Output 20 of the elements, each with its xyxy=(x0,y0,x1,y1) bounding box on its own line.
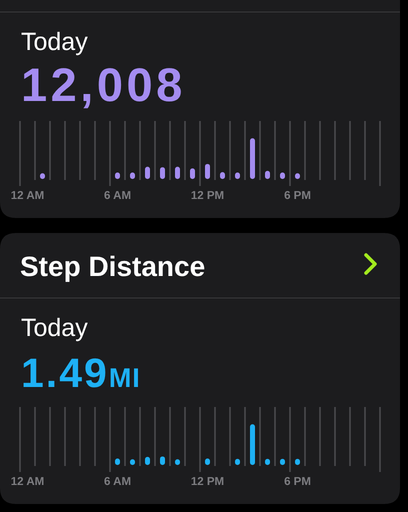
bar xyxy=(205,164,210,179)
text: 1.49MI xyxy=(21,350,141,396)
x-tick-label: 6 AM xyxy=(104,190,132,202)
bar xyxy=(190,168,195,179)
x-tick-label: 12 PM xyxy=(190,476,224,488)
chart-title: Step Distance xyxy=(20,251,206,282)
chart-subtitle: Today xyxy=(21,28,88,56)
x-tick-label: 12 PM xyxy=(190,190,224,202)
x-tick-label: 12 AM xyxy=(10,476,44,488)
bar xyxy=(250,138,255,179)
bar xyxy=(160,167,165,179)
x-tick-label: 6 AM xyxy=(104,476,132,488)
bar xyxy=(250,424,255,465)
text: 12,008 xyxy=(21,58,186,111)
x-tick-label: 6 PM xyxy=(284,190,311,202)
x-tick-label: 12 AM xyxy=(10,190,44,202)
chart-subtitle: Today xyxy=(21,314,88,342)
bar xyxy=(145,166,150,179)
bar xyxy=(175,166,180,179)
x-tick-label: 6 PM xyxy=(284,476,311,488)
